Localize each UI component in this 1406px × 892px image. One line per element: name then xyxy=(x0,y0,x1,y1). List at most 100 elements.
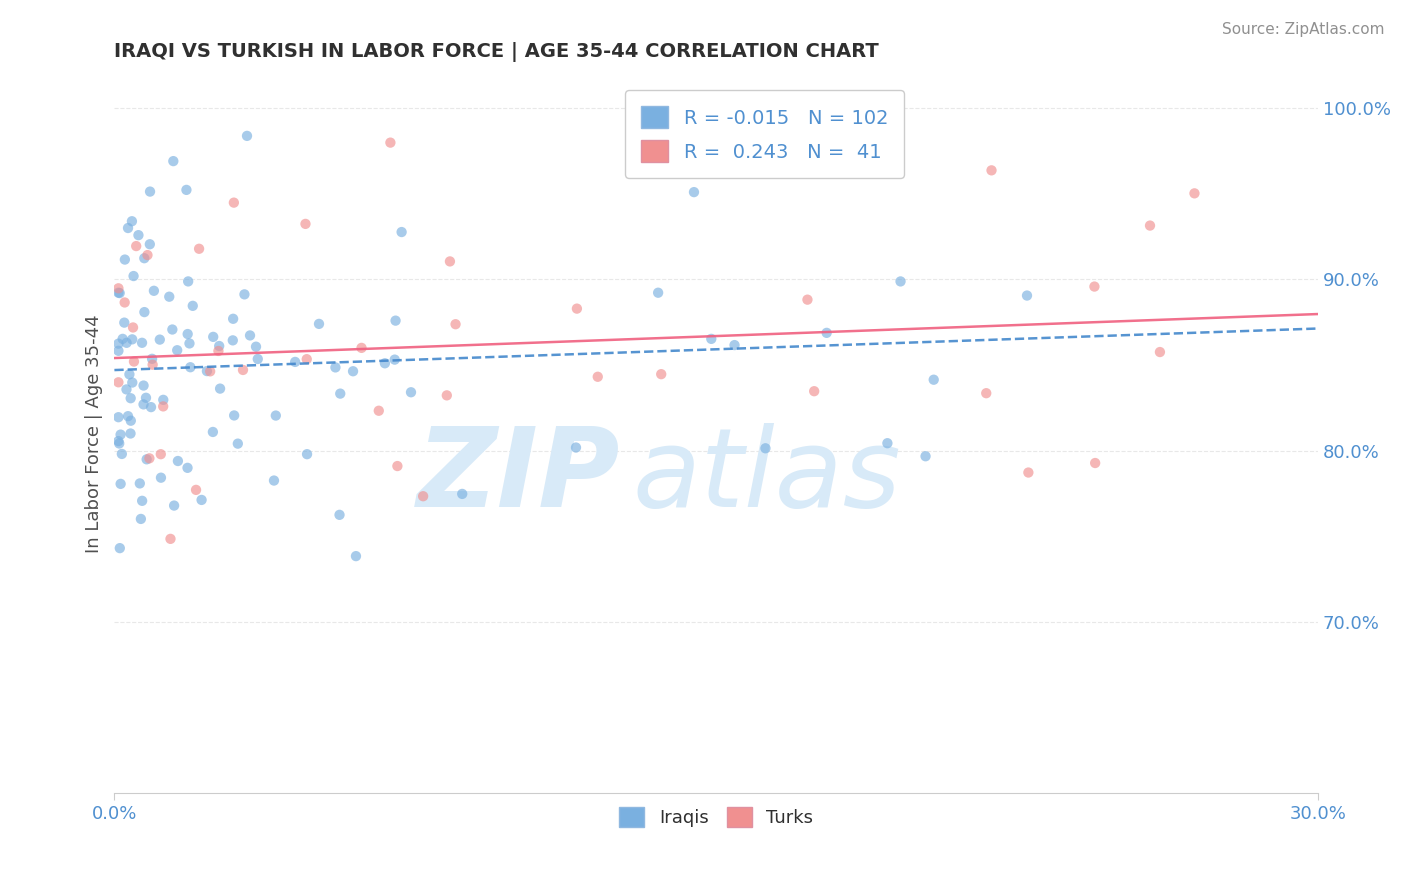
Point xyxy=(107,376,129,390)
Point xyxy=(149,471,172,485)
Point xyxy=(108,541,131,556)
Point xyxy=(245,340,267,354)
Point xyxy=(374,356,396,370)
Point xyxy=(222,195,245,210)
Text: IRAQI VS TURKISH IN LABOR FORCE | AGE 35-44 CORRELATION CHART: IRAQI VS TURKISH IN LABOR FORCE | AGE 35… xyxy=(114,42,879,62)
Point xyxy=(152,392,174,407)
Point xyxy=(387,458,409,473)
Point xyxy=(700,332,723,346)
Point xyxy=(207,343,229,358)
Point xyxy=(876,436,898,450)
Point xyxy=(149,333,172,347)
Point xyxy=(439,254,461,268)
Point xyxy=(107,281,129,295)
Point xyxy=(264,409,287,423)
Point xyxy=(107,434,129,448)
Point xyxy=(132,378,155,392)
Point xyxy=(565,441,588,455)
Point xyxy=(246,351,269,366)
Point xyxy=(118,368,141,382)
Point xyxy=(132,397,155,411)
Point xyxy=(586,369,609,384)
Point xyxy=(128,476,150,491)
Point xyxy=(384,313,406,327)
Point xyxy=(138,451,160,466)
Point xyxy=(295,352,318,367)
Point xyxy=(325,360,347,375)
Point xyxy=(380,136,402,150)
Point xyxy=(122,268,145,283)
Point xyxy=(384,352,406,367)
Point xyxy=(391,225,413,239)
Point xyxy=(190,492,212,507)
Point xyxy=(110,427,132,442)
Point xyxy=(444,317,467,331)
Point xyxy=(149,447,172,461)
Point xyxy=(107,343,129,358)
Point xyxy=(108,286,131,301)
Point xyxy=(650,367,672,381)
Point xyxy=(974,386,997,401)
Point xyxy=(412,489,434,503)
Point xyxy=(135,452,157,467)
Point xyxy=(980,163,1002,178)
Point xyxy=(115,383,138,397)
Legend: Iraqis, Turks: Iraqis, Turks xyxy=(612,799,821,835)
Point xyxy=(107,285,129,300)
Point xyxy=(111,332,134,346)
Point xyxy=(451,487,474,501)
Point xyxy=(117,221,139,235)
Point xyxy=(152,400,174,414)
Point xyxy=(135,391,157,405)
Text: atlas: atlas xyxy=(633,423,901,530)
Point xyxy=(108,436,131,450)
Point xyxy=(889,274,911,288)
Point xyxy=(117,409,139,424)
Point xyxy=(136,248,159,262)
Point xyxy=(1015,288,1038,302)
Text: ZIP: ZIP xyxy=(416,423,620,530)
Point xyxy=(195,364,218,378)
Point xyxy=(181,299,204,313)
Point xyxy=(399,385,422,400)
Point xyxy=(814,108,837,122)
Point xyxy=(202,330,225,344)
Point xyxy=(176,183,198,197)
Point xyxy=(922,373,945,387)
Point xyxy=(107,336,129,351)
Point xyxy=(198,364,221,378)
Point xyxy=(121,214,143,228)
Point xyxy=(142,358,165,372)
Point xyxy=(176,326,198,341)
Point xyxy=(803,384,825,399)
Point xyxy=(162,322,184,336)
Point xyxy=(344,549,367,563)
Point xyxy=(184,483,207,497)
Point xyxy=(114,295,136,310)
Point xyxy=(796,293,818,307)
Point xyxy=(222,311,245,326)
Point xyxy=(115,335,138,350)
Point xyxy=(342,364,364,378)
Point xyxy=(112,316,135,330)
Point xyxy=(1084,456,1107,470)
Point xyxy=(162,154,184,169)
Point xyxy=(159,532,181,546)
Point xyxy=(209,382,232,396)
Point xyxy=(308,317,330,331)
Point xyxy=(139,400,162,414)
Point xyxy=(294,217,316,231)
Point xyxy=(295,447,318,461)
Point xyxy=(1139,219,1161,233)
Point xyxy=(232,363,254,377)
Point xyxy=(107,410,129,425)
Point xyxy=(179,360,201,375)
Point xyxy=(177,274,200,288)
Point xyxy=(1184,186,1206,201)
Point xyxy=(131,335,153,350)
Point xyxy=(122,354,145,368)
Point xyxy=(142,284,165,298)
Point xyxy=(120,414,142,428)
Point xyxy=(233,287,256,301)
Point xyxy=(131,493,153,508)
